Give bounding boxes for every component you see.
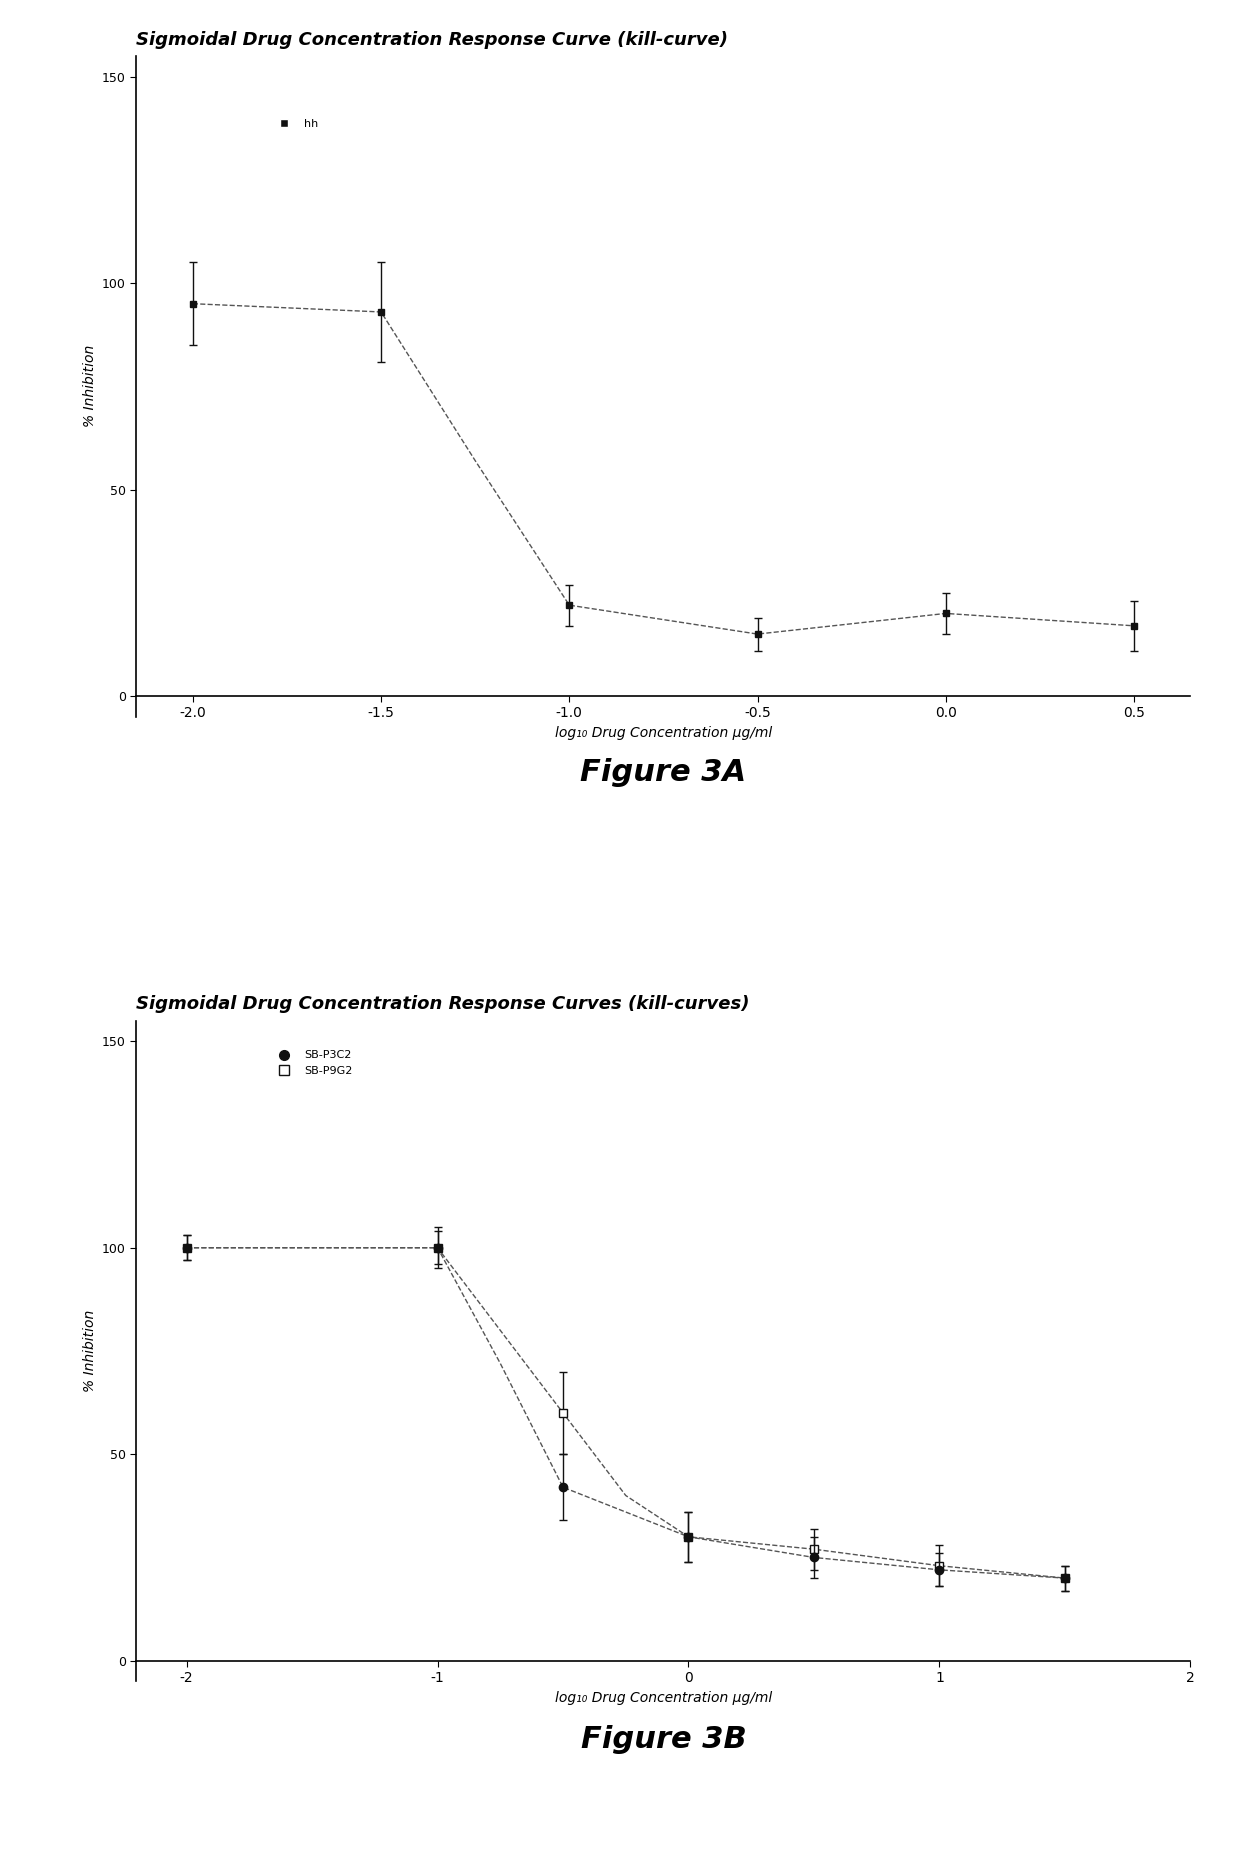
Legend: hh: hh [268,114,322,132]
X-axis label: log₁₀ Drug Concentration µg/ml: log₁₀ Drug Concentration µg/ml [554,725,773,740]
Text: Figure 3B: Figure 3B [580,1724,746,1754]
Text: Figure 3A: Figure 3A [580,757,746,787]
X-axis label: log₁₀ Drug Concentration µg/ml: log₁₀ Drug Concentration µg/ml [554,1691,773,1706]
Text: Sigmoidal Drug Concentration Response Curve (kill-curve): Sigmoidal Drug Concentration Response Cu… [136,32,728,48]
Legend: SB-P3C2, SB-P9G2: SB-P3C2, SB-P9G2 [268,1046,357,1081]
Y-axis label: % Inhibition: % Inhibition [83,1310,97,1392]
Text: Sigmoidal Drug Concentration Response Curves (kill-curves): Sigmoidal Drug Concentration Response Cu… [136,995,750,1014]
Y-axis label: % Inhibition: % Inhibition [83,345,97,427]
